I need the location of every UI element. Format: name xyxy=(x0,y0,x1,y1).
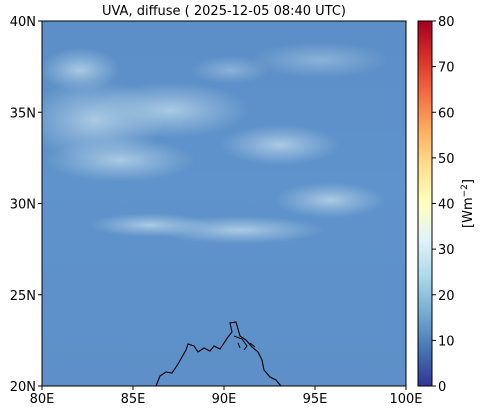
colorbar-tick-label: 20 xyxy=(438,289,455,304)
y-tick-label: 30N xyxy=(10,198,36,213)
colorbar-label: [Wm−2] xyxy=(460,179,476,228)
x-tick-label: 85E xyxy=(121,392,146,407)
map-title: UVA, diffuse ( 2025-12-05 08:40 UTC) xyxy=(102,4,346,19)
coastline-inlet xyxy=(233,335,256,351)
colorbar-ticks: 0 10 20 30 40 50 60 70 80 xyxy=(432,15,455,395)
cloud-patch xyxy=(90,82,250,138)
cloud-patch xyxy=(45,138,195,182)
y-tick-label: 25N xyxy=(10,289,36,304)
x-tick-label: 90E xyxy=(212,392,237,407)
colorbar-tick-label: 70 xyxy=(438,61,455,76)
colorbar-tick-label: 10 xyxy=(438,334,455,349)
x-tick-label: 100E xyxy=(389,392,422,407)
colorbar-tick-label: 50 xyxy=(438,152,455,167)
y-tick-label: 35N xyxy=(10,106,36,121)
colorbar-tick-label: 30 xyxy=(438,243,455,258)
y-tick-label: 20N xyxy=(10,380,36,395)
cloud-patch xyxy=(220,125,340,165)
cloud-patch xyxy=(42,48,120,92)
x-tick-label: 80E xyxy=(30,392,55,407)
colorbar xyxy=(417,20,433,387)
colorbar-tick-label: 0 xyxy=(438,380,446,395)
y-tick-label: 40N xyxy=(10,15,36,30)
cloud-patch xyxy=(250,42,390,78)
y-axis: 20N 25N 30N 35N 40N xyxy=(10,15,42,395)
cloud-patches xyxy=(42,42,390,244)
cloud-patch xyxy=(190,56,270,84)
map-area xyxy=(42,21,406,386)
colorbar-tick-label: 60 xyxy=(438,106,455,121)
x-axis: 80E 85E 90E 95E 100E xyxy=(30,386,423,407)
cloud-patch xyxy=(90,213,210,237)
coastline xyxy=(155,321,282,386)
cloud-patch xyxy=(275,182,385,218)
colorbar-tick-label: 80 xyxy=(438,15,455,30)
colorbar-tick-label: 40 xyxy=(438,198,455,213)
x-tick-label: 95E xyxy=(303,392,328,407)
